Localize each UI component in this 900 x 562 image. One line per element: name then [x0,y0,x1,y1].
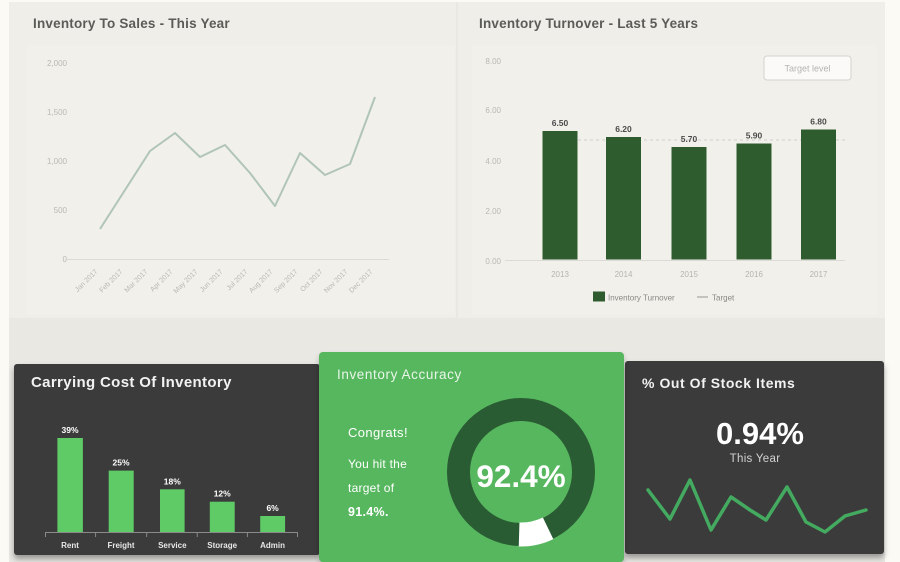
svg-text:500: 500 [54,206,68,215]
svg-text:Target level: Target level [784,64,830,74]
svg-text:Mar 2017: Mar 2017 [124,268,150,294]
svg-text:Rent: Rent [61,541,79,550]
svg-text:25%: 25% [112,458,129,468]
svg-text:4.00: 4.00 [485,157,501,166]
svg-text:Aug 2017: Aug 2017 [248,268,274,294]
svg-text:Freight: Freight [107,541,134,550]
svg-text:Inventory Turnover: Inventory Turnover [608,294,675,303]
svg-text:39%: 39% [61,425,78,435]
svg-text:Admin: Admin [260,541,285,550]
svg-text:1,500: 1,500 [47,108,68,117]
svg-text:6.80: 6.80 [810,117,827,127]
svg-text:6.50: 6.50 [552,118,569,128]
svg-text:2.00: 2.00 [485,207,501,216]
svg-text:Jul 2017: Jul 2017 [226,268,250,292]
svg-text:5.90: 5.90 [746,131,763,141]
svg-text:Apr 2017: Apr 2017 [149,268,174,293]
svg-text:2014: 2014 [615,270,633,279]
svg-text:6.20: 6.20 [615,124,632,134]
svg-text:Oct 2017: Oct 2017 [299,268,324,293]
svg-text:6.00: 6.00 [485,106,501,115]
svg-text:8.00: 8.00 [485,57,501,66]
svg-text:Service: Service [158,541,187,550]
svg-text:Feb 2017: Feb 2017 [99,268,125,294]
svg-text:92.4%: 92.4% [476,458,565,494]
svg-text:Jun 2017: Jun 2017 [199,268,224,293]
svg-text:0.00: 0.00 [485,257,501,266]
svg-text:Target: Target [712,294,735,303]
svg-text:Sep 2017: Sep 2017 [273,268,299,294]
svg-text:2017: 2017 [810,270,828,279]
svg-text:Nov 2017: Nov 2017 [323,268,349,294]
svg-text:Storage: Storage [207,541,237,550]
svg-text:May 2017: May 2017 [173,268,200,295]
svg-text:1,000: 1,000 [47,157,68,166]
svg-text:5.70: 5.70 [681,134,698,144]
svg-text:Jan 2017: Jan 2017 [74,268,99,293]
svg-text:Dec 2017: Dec 2017 [348,268,374,294]
svg-text:2,000: 2,000 [47,59,68,68]
svg-text:2016: 2016 [745,270,763,279]
svg-text:2013: 2013 [551,270,569,279]
svg-text:18%: 18% [164,476,181,486]
svg-text:6%: 6% [266,503,279,513]
svg-text:12%: 12% [214,489,231,499]
svg-text:2015: 2015 [680,270,698,279]
